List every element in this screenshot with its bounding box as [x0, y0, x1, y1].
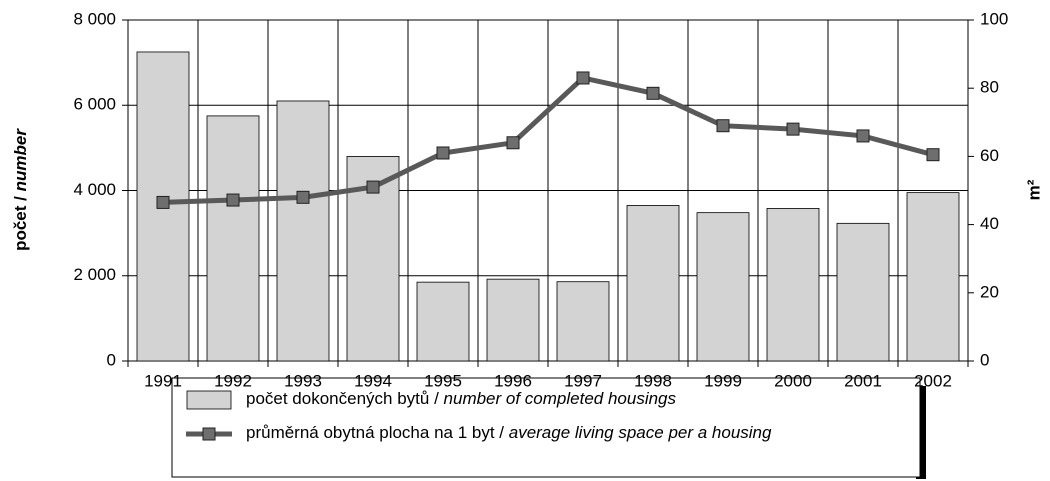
x-tick-label: 1995	[424, 371, 462, 390]
x-tick-label: 1994	[354, 371, 392, 390]
legend-box	[171, 377, 921, 478]
y-tick-label: 0	[107, 350, 116, 369]
bar	[486, 278, 540, 362]
y-tick-label: 8 000	[73, 9, 116, 28]
x-tick-label: 1992	[214, 371, 252, 390]
bar	[556, 281, 610, 362]
marker	[856, 129, 870, 143]
bar	[836, 222, 890, 362]
x-tick-label: 1996	[494, 371, 532, 390]
legend-marker	[202, 427, 216, 441]
y2-tick-label: 0	[980, 350, 989, 369]
legend-swatch	[186, 390, 232, 410]
y2-axis-label: m²	[1024, 179, 1043, 200]
y2-tick-label: 20	[980, 282, 999, 301]
marker	[226, 193, 240, 207]
y-tick-label: 2 000	[73, 265, 116, 284]
bar	[206, 115, 260, 362]
x-tick-label: 2001	[844, 371, 882, 390]
marker	[296, 190, 310, 204]
y2-tick-label: 100	[980, 9, 1008, 28]
y2-tick-label: 40	[980, 214, 999, 233]
bar	[626, 205, 680, 362]
x-tick-label: 1998	[634, 371, 672, 390]
marker	[436, 146, 450, 160]
legend-label: průměrná obytná plocha na 1 byt / averag…	[246, 423, 772, 442]
y-tick-label: 6 000	[73, 95, 116, 114]
x-tick-label: 1999	[704, 371, 742, 390]
marker	[786, 122, 800, 136]
legend-shadow	[916, 386, 926, 479]
x-tick-label: 1991	[144, 371, 182, 390]
marker	[576, 71, 590, 85]
bar	[696, 212, 750, 362]
y2-tick-label: 80	[980, 78, 999, 97]
bar	[766, 208, 820, 362]
y-tick-label: 4 000	[73, 180, 116, 199]
marker	[716, 119, 730, 133]
line	[162, 75, 934, 205]
x-tick-label: 1993	[284, 371, 322, 390]
x-tick-label: 1997	[564, 371, 602, 390]
y2-tick-label: 60	[980, 146, 999, 165]
bar	[276, 100, 330, 362]
bar	[906, 192, 960, 362]
x-tick-label: 2002	[914, 371, 952, 390]
legend-label: počet dokončených bytů / number of compl…	[246, 389, 677, 408]
x-tick-label: 2000	[774, 371, 812, 390]
marker	[506, 136, 520, 150]
marker	[156, 195, 170, 209]
marker	[926, 148, 940, 162]
y-axis-label: počet / number	[11, 128, 30, 251]
marker	[646, 86, 660, 100]
bar	[416, 281, 470, 362]
marker	[366, 180, 380, 194]
